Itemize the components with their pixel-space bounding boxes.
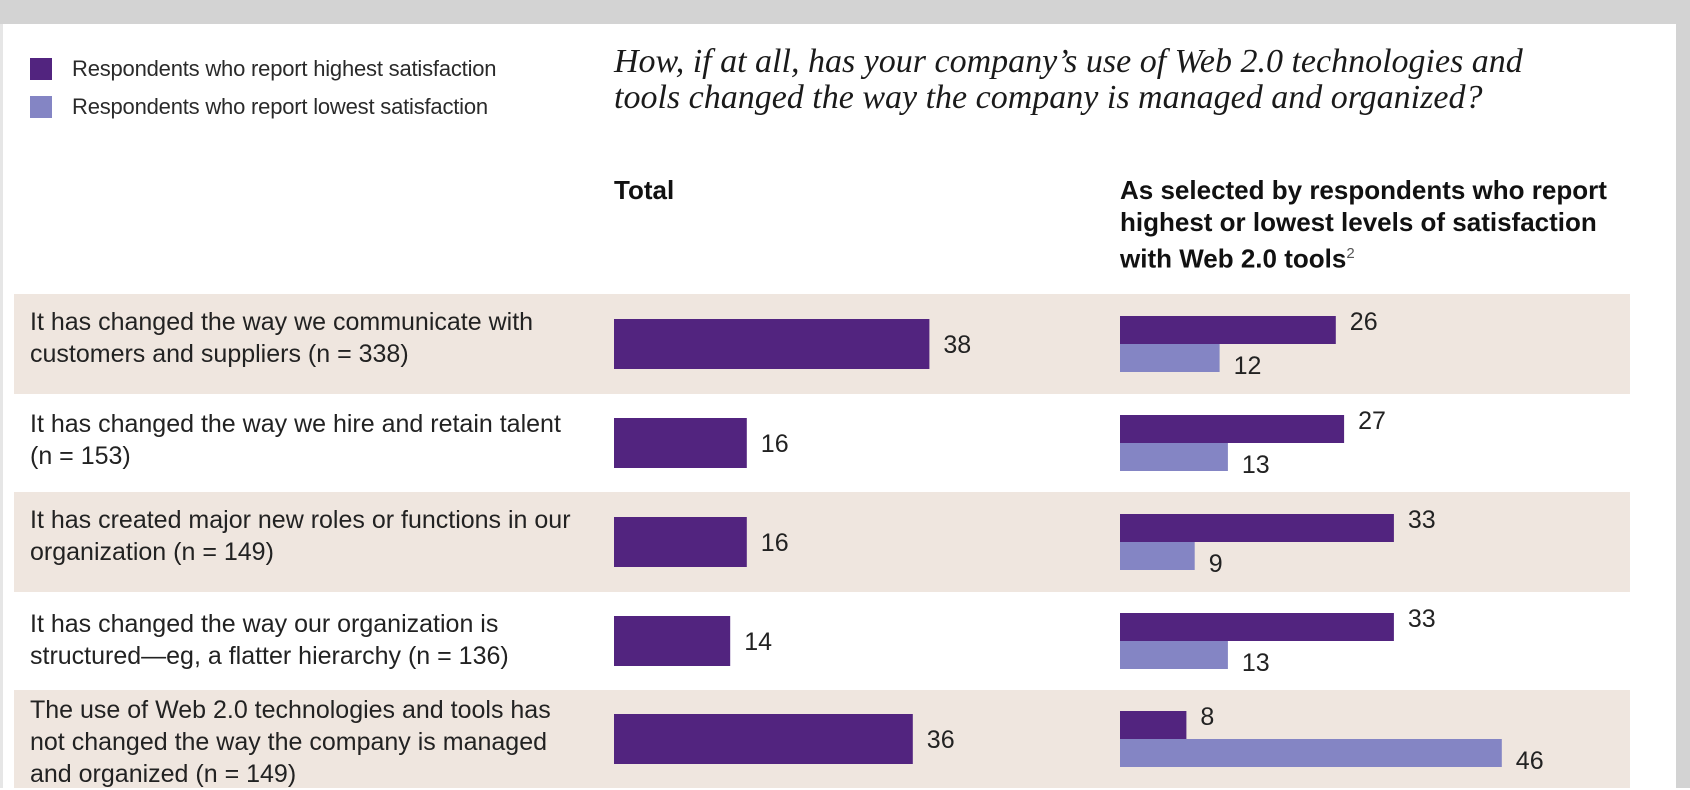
total-bar xyxy=(614,418,747,468)
lowest-satisfaction-bar xyxy=(1120,443,1228,471)
category-label: It has changed the way we communicate wi… xyxy=(30,308,534,368)
lowest-satisfaction-bar xyxy=(1120,739,1502,767)
chart-question: How, if at all, has your company’s use o… xyxy=(614,43,1523,116)
highest-value-label: 33 xyxy=(1408,506,1436,534)
total-value-label: 16 xyxy=(761,529,789,557)
column-header-total: Total xyxy=(614,175,675,205)
highest-satisfaction-bar xyxy=(1120,316,1336,344)
total-bar xyxy=(614,714,913,764)
legend-item-highest: Respondents who report highest satisfact… xyxy=(30,56,497,82)
column-header-satisfaction-text: As selected by respondents who report hi… xyxy=(1120,175,1607,274)
category-label: It has created major new roles or functi… xyxy=(30,506,571,566)
highest-satisfaction-bar xyxy=(1120,514,1394,542)
category-label: It has changed the way our organization … xyxy=(30,610,509,670)
highest-value-label: 8 xyxy=(1200,703,1214,731)
highest-value-label: 27 xyxy=(1358,407,1386,435)
lowest-satisfaction-bar xyxy=(1120,542,1195,570)
highest-value-label: 26 xyxy=(1350,308,1378,336)
total-bar xyxy=(614,319,930,369)
lowest-value-label: 9 xyxy=(1209,550,1223,578)
total-value-label: 16 xyxy=(761,430,789,458)
legend-label-highest: Respondents who report highest satisfact… xyxy=(72,56,497,81)
legend-swatch-highest xyxy=(30,58,52,80)
lowest-value-label: 13 xyxy=(1242,649,1270,677)
lowest-value-label: 13 xyxy=(1242,451,1270,479)
lowest-value-label: 12 xyxy=(1234,352,1262,380)
top-border xyxy=(0,0,1690,24)
highest-satisfaction-bar xyxy=(1120,613,1394,641)
total-bar xyxy=(614,616,731,666)
right-border xyxy=(1676,0,1690,788)
footnote-marker: 2 xyxy=(1346,245,1355,262)
legend-swatch-lowest xyxy=(30,96,52,118)
lowest-value-label: 46 xyxy=(1516,747,1544,775)
category-label: The use of Web 2.0 technologies and tool… xyxy=(30,696,551,788)
left-border xyxy=(0,24,3,788)
total-value-label: 38 xyxy=(943,331,971,359)
highest-value-label: 33 xyxy=(1408,605,1436,633)
legend-item-lowest: Respondents who report lowest satisfacti… xyxy=(30,94,488,120)
total-value-label: 14 xyxy=(744,628,772,656)
total-bar xyxy=(614,517,747,567)
highest-satisfaction-bar xyxy=(1120,415,1345,443)
column-header-satisfaction: As selected by respondents who report hi… xyxy=(1120,174,1640,275)
lowest-satisfaction-bar xyxy=(1120,344,1220,372)
total-value-label: 36 xyxy=(927,726,955,754)
lowest-satisfaction-bar xyxy=(1120,641,1228,669)
category-label: It has changed the way we hire and retai… xyxy=(30,410,561,470)
legend-label-lowest: Respondents who report lowest satisfacti… xyxy=(72,94,488,119)
highest-satisfaction-bar xyxy=(1120,711,1187,739)
